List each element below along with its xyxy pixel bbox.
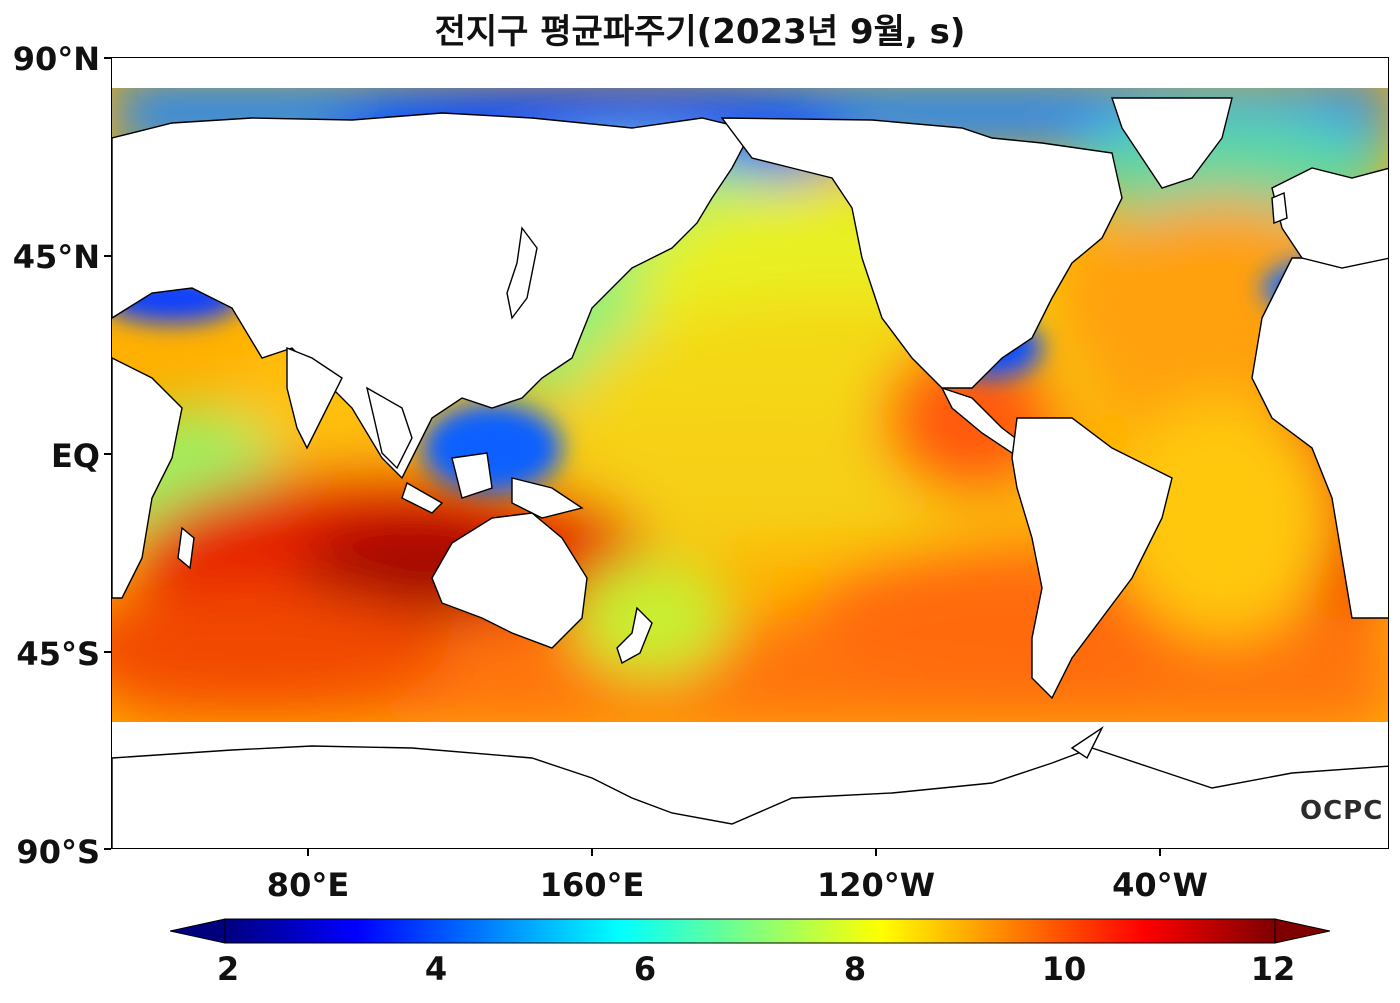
colorbar-tick-label: 4: [424, 950, 448, 988]
lon-label-80e: 80°E: [266, 866, 350, 904]
colorbar: [170, 918, 1330, 944]
wave-period-map: [111, 57, 1389, 849]
land-masses: [112, 97, 1388, 848]
lat-label-45s: 45°S: [16, 635, 100, 673]
lat-label-eq: EQ: [50, 437, 100, 475]
colorbar-tick-label: 10: [1041, 950, 1087, 988]
colorbar-tick-label: 2: [216, 950, 240, 988]
lon-tick: [307, 849, 309, 856]
lat-tick: [104, 848, 111, 850]
lat-tick: [104, 57, 111, 59]
lon-tick: [1159, 849, 1161, 856]
lat-label-45n: 45°N: [12, 238, 100, 276]
lat-label-90n: 90°N: [12, 40, 100, 78]
lat-tick: [104, 255, 111, 257]
map-canvas: [112, 88, 1388, 848]
lon-label-40w: 40°W: [1112, 866, 1208, 904]
lon-label-120w: 120°W: [816, 866, 936, 904]
lat-label-90s: 90°S: [16, 833, 100, 871]
colorbar-tick-label: 6: [633, 950, 657, 988]
lat-tick: [104, 651, 111, 653]
lon-label-160e: 160°E: [539, 866, 645, 904]
lon-tick: [591, 849, 593, 856]
ocpc-logo: OCPC: [1300, 796, 1384, 826]
map-title: 전지구 평균파주기(2023년 9월, s): [434, 12, 966, 52]
lat-tick: [104, 453, 111, 455]
colorbar-gradient: [224, 918, 1276, 944]
lon-tick: [875, 849, 877, 856]
colorbar-min-extend: [170, 918, 226, 944]
colorbar-tick-label: 8: [843, 950, 867, 988]
colorbar-tick-label: 12: [1250, 950, 1296, 988]
colorbar-max-extend: [1274, 918, 1330, 944]
